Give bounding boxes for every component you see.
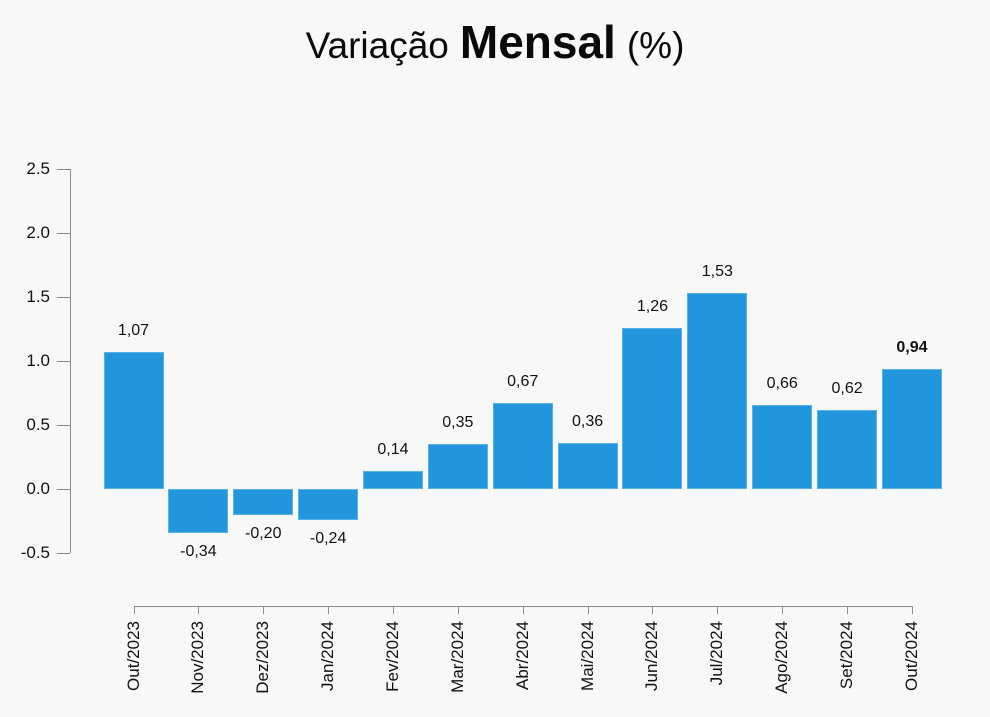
x-axis-tick: [198, 606, 200, 614]
bar: [362, 471, 423, 489]
x-axis-tick: [522, 606, 524, 614]
y-tick-label: 0.0: [26, 479, 50, 498]
y-axis-tick: [57, 425, 70, 426]
bar: [233, 489, 294, 515]
bar-value-label: 1,07: [117, 322, 150, 340]
y-axis-tick: [57, 169, 70, 170]
bar-value-label: 0,67: [507, 373, 539, 391]
x-axis-tick: [717, 606, 719, 614]
bar: [881, 368, 942, 489]
bar-value-label: -0,20: [245, 524, 282, 542]
x-tick-label: Out/2024: [901, 621, 921, 691]
bar: [817, 409, 878, 489]
bar-value-label: -0,34: [180, 542, 217, 560]
bar: [687, 293, 748, 489]
y-tick-label: 0.5: [26, 415, 50, 434]
x-axis-tick: [457, 606, 459, 614]
x-tick-label: Jan/2024: [318, 621, 338, 691]
y-tick-label: 2.5: [26, 159, 50, 178]
y-tick-label: -0.5: [20, 543, 50, 562]
x-tick-label: Nov/2023: [188, 621, 208, 694]
bar-value-label: 0,94: [896, 338, 928, 356]
y-tick-label: 1.0: [26, 351, 50, 370]
x-axis-tick: [587, 606, 589, 614]
x-tick-label: Jun/2024: [642, 621, 662, 691]
x-tick-label: Mar/2024: [447, 621, 467, 693]
bar-value-label: 0,62: [831, 379, 863, 397]
x-tick-label: Mai/2024: [577, 621, 597, 691]
chart-title: Variação Mensal (%): [0, 14, 990, 74]
bar: [557, 442, 618, 489]
x-axis-tick: [392, 606, 394, 614]
bar: [752, 404, 813, 489]
y-tick-label: 2.0: [26, 223, 50, 242]
chart-title-bold: Mensal: [459, 16, 616, 68]
y-axis-tick: [57, 233, 70, 234]
bar-value-label: 0,36: [572, 412, 604, 430]
y-axis-tick: [57, 553, 70, 554]
bar-value-label: 1,53: [701, 263, 733, 281]
chart-title-prefix: Variação: [305, 25, 449, 66]
y-axis-tick: [57, 361, 70, 362]
x-tick-label: Dez/2023: [253, 621, 273, 694]
bar-value-label: 1,26: [636, 297, 669, 315]
bar-value-label: 0,35: [442, 414, 474, 432]
bar: [168, 489, 229, 533]
bar: [427, 444, 488, 489]
bar-value-label: 0,66: [766, 374, 798, 392]
x-axis-tick: [652, 606, 654, 614]
x-axis-tick: [782, 606, 784, 614]
y-tick-label: 1.5: [26, 287, 50, 306]
y-axis-tick: [57, 489, 70, 490]
bar: [622, 327, 683, 489]
x-axis-tick: [263, 606, 265, 614]
bar-value-label: -0,24: [309, 529, 347, 547]
x-tick-label: Out/2023: [123, 621, 143, 691]
x-axis-tick: [847, 606, 849, 614]
bar: [298, 489, 359, 520]
chart-title-suffix: (%): [626, 25, 685, 66]
bar-value-label: 0,14: [377, 441, 409, 459]
x-tick-label: Fev/2024: [382, 621, 402, 692]
x-tick-label: Set/2024: [837, 621, 857, 690]
x-tick-label: Ago/2024: [772, 621, 792, 694]
bar: [103, 352, 164, 489]
y-axis-tick: [57, 297, 70, 298]
x-axis-tick: [328, 606, 330, 614]
y-axis-line: [70, 169, 71, 553]
x-tick-label: Jul/2024: [707, 621, 727, 686]
bar: [492, 403, 553, 489]
x-axis-tick: [133, 606, 135, 614]
x-tick-label: Abr/2024: [512, 621, 532, 690]
x-axis-tick: [911, 606, 913, 614]
